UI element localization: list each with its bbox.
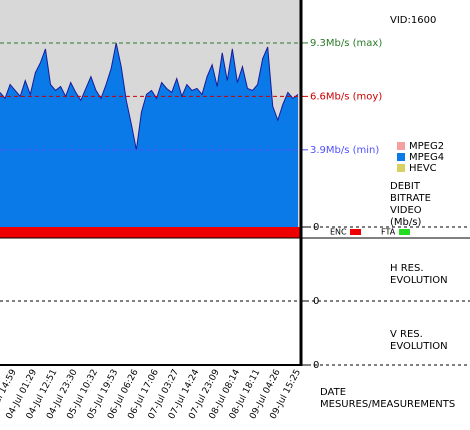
reference-label: 6.6Mb/s (moy) <box>310 91 382 102</box>
reference-label: 3.9Mb/s (min) <box>310 145 379 156</box>
panel-label: EVOLUTION <box>390 341 448 352</box>
legend-swatch <box>397 142 405 150</box>
axis-title: (Mb/s) <box>390 217 421 228</box>
panel-label: EVOLUTION <box>390 275 448 286</box>
panel-label: H RES. <box>390 263 424 274</box>
area <box>0 42 298 227</box>
vid-label: VID:1600 <box>390 15 436 26</box>
fta-swatch <box>399 229 410 235</box>
legend-label: HEVC <box>409 163 437 174</box>
axis-title: MESURES/MEASUREMENTS <box>320 399 455 410</box>
axis-title: DATE <box>320 387 346 398</box>
reference-label: 9.3Mb/s (max) <box>310 38 382 49</box>
legend-swatch <box>397 153 405 161</box>
legend-swatch <box>397 164 405 172</box>
axis-title: VIDEO <box>390 205 422 216</box>
axis-title: BITRATE <box>390 193 431 204</box>
area-outline <box>0 42 299 150</box>
y-tick-label: 0 <box>313 222 319 233</box>
legend-label: MPEG4 <box>409 152 444 163</box>
enc-strip <box>0 227 300 238</box>
enc-swatch <box>350 229 361 235</box>
y-tick-label: 0 <box>313 296 319 307</box>
y-tick-label: 0 <box>313 360 319 371</box>
fta-label: FTA <box>381 228 396 237</box>
legend-label: MPEG2 <box>409 141 444 152</box>
panel-label: V RES. <box>390 329 423 340</box>
enc-label: ENC <box>330 228 347 237</box>
axis-title: DEBIT <box>390 181 421 192</box>
